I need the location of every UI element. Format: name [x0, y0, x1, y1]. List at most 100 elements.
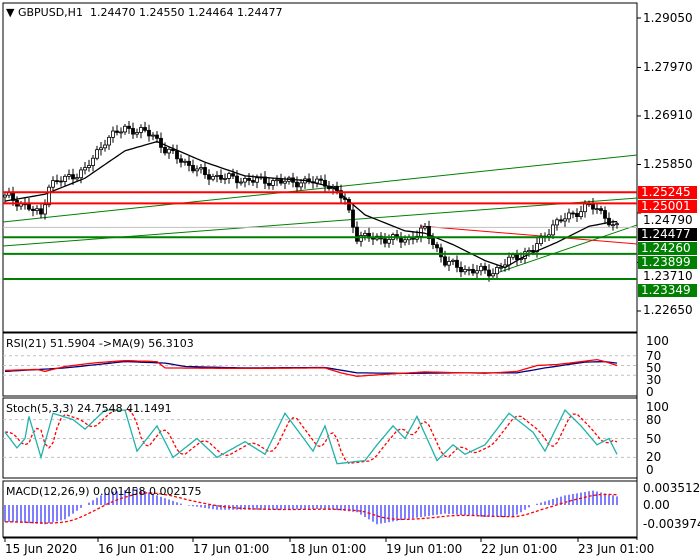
candle-body [91, 157, 95, 166]
candle-body [579, 211, 583, 218]
candle-body [219, 174, 223, 180]
candle-body [299, 182, 303, 188]
open-value: 1.24470 [89, 6, 136, 19]
candle-body [47, 186, 51, 206]
candle-body [383, 238, 387, 244]
candle-body [251, 180, 255, 183]
support-level-tag: 1.23349 [638, 283, 697, 297]
candle-body [487, 269, 491, 277]
candle-body [247, 177, 251, 181]
candle-body [527, 249, 531, 253]
candle-body [179, 158, 183, 163]
candle-body [583, 203, 587, 213]
price-tick-label: 1.26910 [643, 108, 693, 123]
candle-body [463, 269, 467, 273]
dropdown-triangle-icon[interactable]: ▼ [6, 6, 15, 19]
candle-body [103, 144, 107, 149]
candle-body [191, 165, 195, 172]
candle-body [127, 125, 131, 129]
candle-body [255, 177, 259, 183]
candle-body [443, 256, 447, 266]
candle-body [39, 208, 43, 215]
candle-body [555, 219, 559, 226]
price-tick-label: 1.25850 [643, 156, 693, 171]
candle-body [119, 131, 123, 134]
candle-body [559, 219, 563, 222]
time-tick-label: 23 Jun 01:00 [578, 542, 655, 556]
candle-body [427, 226, 431, 239]
candle-body [495, 267, 499, 275]
candle-body [355, 226, 359, 242]
rsi-tick-label: 70 [646, 348, 662, 363]
macd-tick-label: 0.00 [643, 498, 670, 512]
high-value: 1.24550 [138, 6, 185, 19]
candle-body [439, 247, 443, 258]
candle-body [283, 180, 287, 184]
candle-body [67, 174, 71, 177]
candle-body [171, 148, 175, 152]
candle-body [399, 237, 403, 243]
candle-body [27, 203, 31, 210]
price-tick-label: 1.23710 [643, 268, 693, 283]
candle-body [63, 175, 67, 182]
macd-title: MACD(12,26,9) 0.001458 0.002175 [6, 485, 202, 498]
candle-body [43, 204, 47, 215]
current-price-tag: 1.24477 [638, 227, 697, 241]
candle-body [223, 178, 227, 180]
candle-body [359, 235, 363, 242]
candle-body [563, 218, 567, 222]
candle-body [423, 226, 427, 229]
time-tick-label: 16 Jun 01:00 [98, 542, 175, 556]
candle-body [615, 223, 619, 226]
candle-body [115, 130, 119, 133]
candle-body [451, 259, 455, 262]
chart-title-bar: ▼ GBPUSD,H1 1.24470 1.24550 1.24464 1.24… [6, 6, 282, 19]
candle-body [143, 127, 147, 131]
candle-body [403, 239, 407, 243]
rsi-title: RSI(21) 51.5904 ->MA(9) 56.3103 [6, 337, 194, 350]
candle-body [239, 181, 243, 184]
candle-body [491, 273, 495, 277]
candle-body [575, 213, 579, 218]
candle-body [199, 167, 203, 170]
rsi-tick-label: 0 [646, 384, 654, 399]
candle-body [75, 177, 79, 180]
candle-body [235, 175, 239, 184]
candle-body [107, 136, 111, 146]
candle-body [363, 232, 367, 236]
candle-body [447, 261, 451, 266]
time-tick-label: 17 Jun 01:00 [193, 542, 270, 556]
candle-body [459, 266, 463, 273]
candle-body [551, 224, 555, 236]
rsi-line [4, 358, 618, 377]
resistance-level-tag: 1.25245 [638, 185, 697, 199]
candle-body [499, 266, 503, 269]
candle-body [267, 182, 271, 186]
candle-body [603, 210, 607, 219]
candle-body [319, 178, 323, 181]
candle-body [87, 165, 91, 168]
candle-body [215, 174, 219, 177]
candle-body [475, 270, 479, 274]
candle-body [175, 150, 179, 160]
candle-body [607, 217, 611, 226]
price-tick-label: 1.24790 [643, 212, 693, 227]
candle-body [483, 265, 487, 271]
candle-body [99, 147, 103, 151]
candle-body [455, 259, 459, 268]
candle-body [167, 148, 171, 154]
time-tick-label: 15 Jun 2020 [5, 542, 78, 556]
candle-body [347, 199, 351, 211]
close-value: 1.24477 [236, 6, 283, 19]
stoch-tick-label: 50 [646, 431, 662, 446]
stoch-title: Stoch(5,3,3) 24.7548 41.1491 [6, 402, 172, 415]
price-tick-label: 1.22650 [643, 303, 693, 318]
candle-body [163, 147, 167, 154]
stoch-tick-label: 0 [646, 463, 654, 477]
candle-body [207, 174, 211, 180]
candle-body [83, 167, 87, 171]
candle-body [203, 167, 207, 176]
candle-body [539, 235, 543, 245]
candle-body [51, 180, 55, 188]
candle-body [35, 208, 39, 211]
